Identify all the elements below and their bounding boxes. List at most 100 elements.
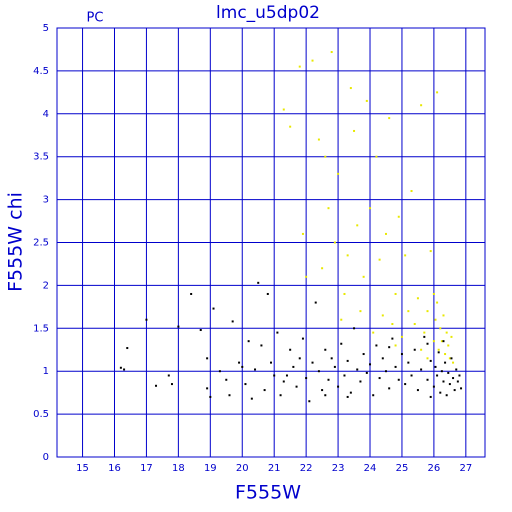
point	[266, 292, 269, 295]
point	[400, 335, 403, 338]
point	[375, 344, 378, 347]
point	[420, 368, 423, 371]
point	[225, 378, 228, 381]
point	[388, 117, 391, 120]
point	[317, 370, 320, 373]
point	[420, 104, 423, 107]
point	[404, 383, 407, 386]
point	[455, 368, 458, 371]
y-tick-label: 0	[43, 452, 49, 463]
point	[416, 297, 419, 300]
y-tick-label: 2	[43, 280, 49, 291]
point	[353, 327, 356, 330]
point	[369, 363, 372, 366]
point	[432, 340, 435, 343]
point	[423, 331, 426, 334]
point	[282, 380, 285, 383]
point	[362, 275, 365, 278]
point	[365, 99, 368, 102]
x-tick-label: 23	[332, 463, 345, 474]
point	[285, 374, 288, 377]
point	[119, 366, 122, 369]
point	[413, 348, 416, 351]
point	[206, 357, 209, 360]
point	[324, 155, 327, 158]
point	[436, 91, 439, 94]
point	[452, 361, 455, 364]
point	[456, 380, 459, 383]
point	[450, 335, 453, 338]
point	[333, 365, 336, 368]
point	[244, 383, 247, 386]
point	[327, 378, 330, 381]
x-tick-label: 17	[140, 463, 153, 474]
x-tick-label: 24	[364, 463, 377, 474]
point	[432, 385, 435, 388]
point	[426, 378, 429, 381]
point	[356, 368, 359, 371]
point	[445, 331, 448, 334]
point	[301, 337, 304, 340]
x-tick-label: 15	[76, 463, 89, 474]
point	[353, 129, 356, 132]
point	[276, 331, 279, 334]
point	[416, 389, 419, 392]
point	[444, 353, 447, 356]
point	[190, 292, 193, 295]
point	[327, 207, 330, 210]
point	[238, 361, 241, 364]
point	[330, 357, 333, 360]
point	[440, 370, 443, 373]
point	[410, 374, 413, 377]
point	[452, 377, 455, 380]
y-tick-label: 0.5	[33, 409, 49, 420]
x-tick-label: 26	[428, 463, 441, 474]
point	[340, 318, 343, 321]
point	[167, 374, 170, 377]
point	[359, 310, 362, 313]
point	[241, 365, 244, 368]
point	[394, 344, 397, 347]
point	[426, 357, 429, 360]
point	[356, 224, 359, 227]
point	[426, 342, 429, 345]
x-tick-label: 25	[396, 463, 409, 474]
point	[437, 351, 440, 354]
point	[432, 292, 435, 295]
point	[257, 281, 260, 284]
point	[145, 318, 148, 321]
point	[333, 241, 336, 244]
point	[282, 108, 285, 111]
point	[206, 387, 209, 390]
point	[155, 384, 158, 387]
point	[170, 383, 173, 386]
point	[362, 353, 365, 356]
y-tick-label: 2.5	[33, 238, 49, 249]
point	[340, 342, 343, 345]
point	[337, 385, 340, 388]
point	[442, 380, 445, 383]
y-tick-label: 4.5	[33, 66, 49, 77]
x-tick-label: 22	[300, 463, 313, 474]
point	[298, 65, 301, 68]
point	[324, 394, 327, 397]
y-tick-label: 4	[43, 109, 49, 120]
point	[439, 391, 442, 394]
point	[250, 397, 253, 400]
point	[440, 340, 443, 343]
point	[346, 254, 349, 257]
point	[450, 357, 453, 360]
point	[126, 347, 129, 350]
y-tick-label: 1.5	[33, 323, 49, 334]
point	[400, 353, 403, 356]
point	[442, 314, 445, 317]
point	[209, 395, 212, 398]
point	[381, 314, 384, 317]
point	[372, 394, 375, 397]
x-tick-label: 21	[268, 463, 281, 474]
point	[359, 380, 362, 383]
point	[330, 51, 333, 54]
point	[314, 301, 317, 304]
point	[317, 138, 320, 141]
